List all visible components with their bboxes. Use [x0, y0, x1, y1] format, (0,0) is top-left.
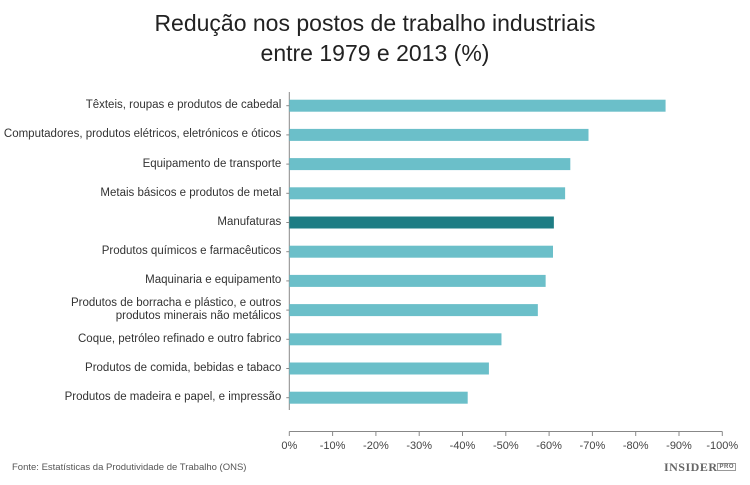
bar [289, 245, 553, 258]
category-label-line: Produtos de comida, bebidas e tabaco [85, 362, 282, 374]
x-tick-label: -100% [706, 440, 739, 452]
category-label: Manufaturas [0, 216, 281, 229]
category-label: Computadores, produtos elétricos, eletró… [0, 128, 281, 141]
category-label-line: Produtos de madeira e papel, e impressão [64, 391, 282, 404]
category-label: Produtos de comida, bebidas e tabaco [0, 362, 281, 375]
x-tick-label: -50% [492, 440, 519, 452]
category-label: Têxteis, roupas e produtos de cabedal [0, 99, 282, 112]
category-label-line: Manufaturas [217, 216, 282, 228]
category-label: Metais básicos e produtos de metal [0, 187, 281, 200]
category-label-line: Têxteis, roupas e produtos de cabedal [85, 99, 282, 112]
category-label-line: Maquinaria e equipamento [145, 274, 282, 287]
category-label-line: Coque, petróleo refinado e outro fabrico [78, 332, 282, 345]
x-tick-label: 0% [281, 440, 298, 452]
bar [289, 158, 571, 171]
category-label: Coque, petróleo refinado e outro fabrico [0, 333, 281, 346]
category-label-line: Equipamento de transporte [142, 157, 282, 170]
bar [289, 362, 489, 375]
x-tick-label: -70% [579, 440, 606, 452]
bar [289, 187, 566, 200]
category-label: Maquinaria e equipamento [0, 274, 281, 287]
bar [289, 216, 554, 229]
x-tick-label: -90% [666, 440, 692, 452]
x-tick-label: -80% [622, 440, 649, 452]
bar [289, 128, 589, 141]
x-tick-label: -60% [536, 440, 562, 452]
category-label: Produtos de madeira e papel, e impressão [0, 391, 282, 404]
x-tick-label: -10% [319, 440, 346, 452]
x-tick-label: -30% [406, 440, 433, 452]
insider-pro-logo: INSIDER PRO [663, 460, 736, 474]
category-label-line: Produtos químicos e farmacêuticos [101, 245, 282, 258]
x-tick-label: -20% [363, 440, 389, 452]
chart-title-line-2: entre 1979 e 2013 (%) [260, 40, 490, 66]
bar [289, 99, 666, 112]
chart-title-line-1: Redução nos postos de trabalho industria… [154, 10, 596, 36]
category-label-line: Metais básicos e produtos de metal [100, 186, 282, 199]
bar [289, 304, 538, 317]
bar [289, 333, 502, 346]
category-label-line: Computadores, produtos elétricos, eletró… [3, 128, 282, 141]
source-note: Fonte: Estatísticas da Produtividade de … [12, 462, 247, 473]
category-label-line: produtos minerais não metálicos [115, 310, 282, 323]
bar [289, 274, 546, 287]
category-label: Produtos de borracha e plástico, e outro… [0, 297, 281, 323]
x-tick-label: -40% [449, 440, 476, 452]
chart-title: Redução nos postos de trabalho industria… [0, 8, 750, 68]
bar [289, 391, 468, 404]
category-label: Produtos químicos e farmacêuticos [0, 245, 282, 258]
category-label-line: Produtos de borracha e plástico, e outro… [70, 297, 282, 310]
category-label: Equipamento de transporte [0, 157, 282, 171]
